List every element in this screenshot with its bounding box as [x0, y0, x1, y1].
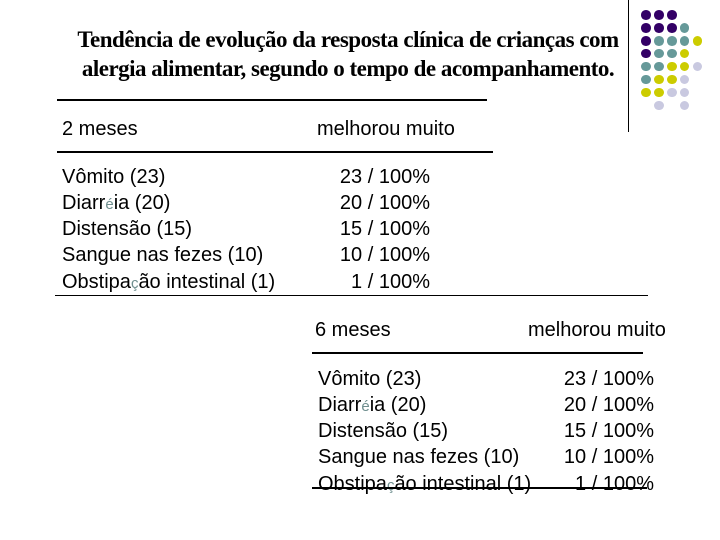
dot [667, 10, 677, 20]
table-row: Diarréia (20) 20 / 100% [62, 191, 430, 217]
symptom-label: Vômito (23) [318, 367, 422, 390]
table1-bottom-rule [55, 294, 648, 297]
table2-rows: Vômito (23) 23 / 100% Diarréia (20) 20 /… [318, 367, 654, 498]
dot [667, 74, 677, 85]
symptom-label: Distensão (15) [62, 218, 193, 241]
dot [654, 100, 664, 111]
dot [679, 61, 690, 72]
symptom-label: Diarréia (20) [318, 393, 427, 416]
table1-rows: Vômito (23) 23 / 100% Diarréia (20) 20 /… [62, 165, 430, 296]
table1-top-rule [57, 99, 487, 101]
symptom-label: Obstipação intestinal (1) [318, 472, 532, 495]
table-row: Distensão (15) 15 / 100% [318, 419, 654, 445]
table2-header-rule [312, 352, 643, 354]
ratio-value: 1 / 100% [351, 270, 430, 293]
symptom-label: Sangue nas fezes (10) [318, 446, 520, 469]
dot [641, 74, 651, 85]
dot [641, 36, 651, 46]
ratio-value: 20 / 100% [563, 393, 654, 416]
ratio-value: 20 / 100% [339, 191, 430, 214]
table-row: Obstipação intestinal (1) 1 / 100% [62, 270, 430, 296]
dot [667, 61, 677, 72]
accent-char: ç [130, 274, 139, 292]
symptom-label: Distensão (15) [318, 420, 449, 443]
table-row: Distensão (15) 15 / 100% [62, 217, 430, 243]
accent-char: é [105, 195, 114, 213]
period-label: 2 meses [62, 117, 138, 140]
ratio-value: 10 / 100% [563, 446, 654, 469]
accent-char: é [361, 397, 370, 415]
table-row: Vômito (23) 23 / 100% [318, 367, 654, 393]
table-row: Diarréia (20) 20 / 100% [318, 393, 654, 419]
ratio-value: 15 / 100% [339, 218, 430, 241]
table-row: Vômito (23) 23 / 100% [62, 165, 430, 191]
ratio-value: 23 / 100% [563, 367, 654, 390]
dot [679, 23, 690, 33]
dot [679, 100, 690, 111]
dot [679, 87, 690, 98]
dot [667, 87, 677, 98]
dot [641, 48, 651, 59]
slide-title: Tendência de evolução da resposta clínic… [42, 26, 654, 83]
dot [667, 36, 677, 46]
ratio-value: 1 / 100% [575, 472, 654, 495]
table-row: Sangue nas fezes (10) 10 / 100% [318, 445, 654, 471]
table1-header-rule [57, 151, 493, 153]
symptom-label: Obstipação intestinal (1) [62, 270, 276, 293]
period-label: 6 meses [315, 319, 391, 341]
ratio-value: 23 / 100% [339, 165, 430, 188]
dot [679, 74, 690, 85]
dot [654, 10, 664, 20]
symptom-label: Vômito (23) [62, 165, 166, 188]
table-row: Sangue nas fezes (10) 10 / 100% [62, 243, 430, 269]
response-label: melhorou muito [528, 319, 666, 341]
dot [679, 48, 690, 59]
dot [667, 48, 677, 59]
dot [641, 61, 651, 72]
ratio-value: 10 / 100% [339, 244, 430, 267]
dot [679, 36, 690, 46]
dot [641, 23, 651, 33]
dot [641, 10, 651, 20]
title-line-1: Tendência de evolução da resposta clínic… [77, 27, 619, 52]
accent-char: ç [386, 476, 395, 494]
table-row: Obstipação intestinal (1) 1 / 100% [318, 472, 654, 498]
title-line-2: alergia alimentar, segundo o tempo de ac… [81, 55, 615, 81]
ratio-value: 15 / 100% [563, 420, 654, 443]
symptom-label: Sangue nas fezes (10) [62, 244, 264, 267]
dot [641, 87, 651, 98]
dot [692, 61, 703, 72]
table2-bottom-rule [312, 487, 647, 489]
dot [667, 23, 677, 33]
symptom-label: Diarréia (20) [62, 191, 171, 214]
dot [654, 23, 664, 33]
vertical-divider-line [627, 0, 630, 132]
response-label: melhorou muito [317, 117, 455, 140]
dot [654, 36, 664, 46]
dot [654, 74, 664, 85]
dot [654, 48, 664, 59]
dot [654, 87, 664, 98]
dot [692, 36, 703, 46]
dot [654, 61, 664, 72]
